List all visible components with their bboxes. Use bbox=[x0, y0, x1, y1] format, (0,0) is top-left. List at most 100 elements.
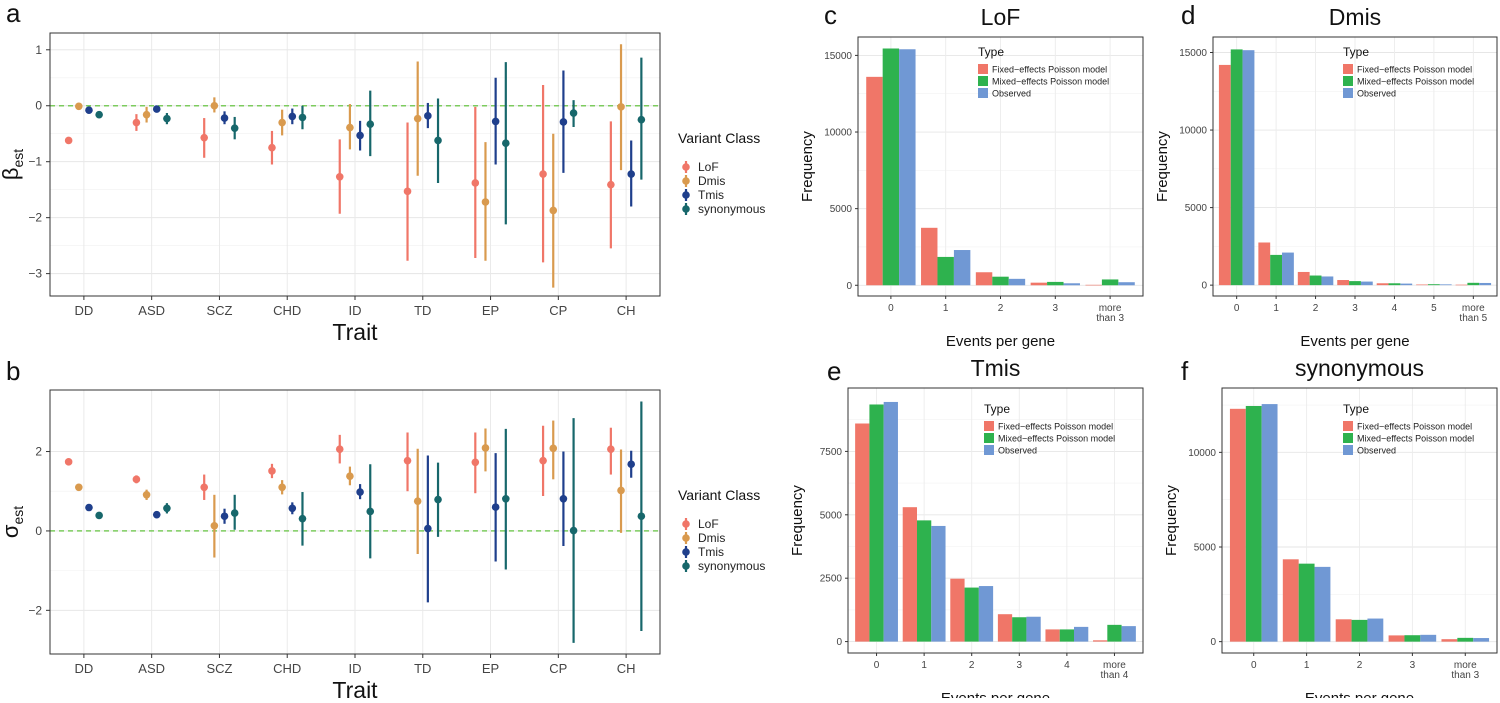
point-tmis-cp bbox=[559, 118, 568, 126]
y-tick-label: 0 bbox=[836, 637, 842, 648]
x-tick-label-line: 4 bbox=[1392, 303, 1398, 314]
legend-label-fixed-effects-poisson-model: Fixed−effects Poisson model bbox=[998, 422, 1113, 432]
x-axis-title: Trait bbox=[332, 677, 378, 698]
x-tick-label-4: 4 bbox=[1392, 303, 1398, 314]
y-tick-label: 1 bbox=[35, 43, 42, 57]
bar-observed-0 bbox=[1261, 404, 1278, 642]
legend-key-synonymous bbox=[682, 205, 690, 213]
x-tick-label-0: 0 bbox=[1251, 660, 1257, 671]
x-tick-label-line: more bbox=[1099, 303, 1122, 314]
bar-fixed-effects-poisson-model-3 bbox=[1388, 635, 1405, 642]
bar-observed-4 bbox=[1074, 626, 1089, 642]
legend-label-synonymous: synonymous bbox=[698, 202, 765, 216]
bar-observed-2 bbox=[1008, 278, 1026, 286]
x-tick-label-line: than 4 bbox=[1101, 670, 1129, 681]
x-tick-label-dd: DD bbox=[74, 661, 93, 676]
point-synonymous-cp bbox=[569, 109, 578, 117]
point-lof-scz bbox=[200, 133, 208, 142]
bar-observed-3 bbox=[1420, 634, 1437, 642]
legend-label-mixed-effects-poisson-model: Mixed−effects Poisson model bbox=[1357, 434, 1474, 444]
x-tick-label-0: 0 bbox=[874, 660, 880, 671]
x-tick-label-line: 1 bbox=[921, 660, 927, 671]
bar-fixed-effects-poisson-model-2 bbox=[1297, 271, 1310, 286]
x-tick-label-line: more bbox=[1103, 660, 1126, 671]
x-tick-label-line: 1 bbox=[1273, 303, 1279, 314]
legend-title: Type bbox=[978, 45, 1004, 59]
y-axis-title-main: β bbox=[0, 168, 23, 181]
x-tick-label-line: 2 bbox=[998, 303, 1004, 314]
bar-observed-more-than-3 bbox=[1118, 282, 1135, 286]
panel-label: a bbox=[6, 0, 21, 28]
point-synonymous-ep bbox=[502, 139, 510, 148]
panel-b: b −2 0 2 DD ASD SCZ CHD ID TD EP CP CH Trait σest Varia… bbox=[0, 356, 765, 703]
legend-label-mixed-effects-poisson-model: Mixed−effects Poisson model bbox=[992, 77, 1109, 87]
x-tick-label-3: 3 bbox=[1053, 303, 1059, 314]
point-tmis-ep bbox=[491, 117, 500, 126]
x-tick-label-ep: EP bbox=[482, 661, 499, 676]
point-dmis-ep bbox=[481, 444, 490, 452]
y-tick-label: 10000 bbox=[824, 128, 852, 139]
bar-mixed-effects-poisson-model-2 bbox=[964, 587, 979, 642]
x-tick-label-chd: CHD bbox=[273, 661, 301, 676]
x-tick-label-line: 1 bbox=[943, 303, 949, 314]
point-lof-cp bbox=[539, 456, 547, 465]
bar-fixed-effects-poisson-model-5 bbox=[1416, 284, 1428, 286]
point-dmis-scz bbox=[210, 521, 219, 530]
point-lof-chd bbox=[268, 467, 276, 475]
point-lof-ch bbox=[607, 180, 615, 189]
bar-fixed-effects-poisson-model-1 bbox=[1282, 559, 1299, 642]
x-tick-label-chd: CHD bbox=[273, 303, 301, 318]
bar-observed-5 bbox=[1439, 284, 1452, 286]
panel-label: e bbox=[827, 356, 841, 386]
legend-key-observed bbox=[1343, 445, 1353, 455]
legend-key-synonymous bbox=[682, 562, 690, 570]
point-lof-ep bbox=[471, 179, 480, 187]
point-lof-td bbox=[403, 187, 412, 196]
chart-title: Dmis bbox=[1329, 4, 1381, 30]
x-tick-label-more-than-5: more than 5 bbox=[1459, 303, 1487, 324]
point-tmis-ch bbox=[627, 460, 635, 469]
legend-title: Type bbox=[1343, 45, 1369, 59]
point-dmis-chd bbox=[278, 483, 286, 492]
y-axis-title-sub: est bbox=[10, 149, 26, 168]
x-tick-label-line: than 5 bbox=[1459, 313, 1487, 324]
point-dmis-id bbox=[346, 123, 354, 132]
legend: Type Fixed−effects Poisson model Mixed−eff… bbox=[1343, 45, 1474, 99]
point-tmis-asd bbox=[152, 510, 161, 519]
bar-observed-0 bbox=[883, 401, 898, 642]
point-lof-dd bbox=[64, 458, 73, 466]
legend-label-mixed-effects-poisson-model: Mixed−effects Poisson model bbox=[1357, 77, 1474, 87]
point-lof-cp bbox=[539, 170, 547, 178]
x-axis-title: Events per gene bbox=[941, 690, 1050, 698]
bar-mixed-effects-poisson-model-more-than-3 bbox=[1457, 637, 1474, 642]
bar-observed-2 bbox=[1367, 618, 1384, 642]
point-dmis-ep bbox=[481, 198, 490, 206]
legend-title: Type bbox=[1343, 402, 1369, 416]
x-axis-title: Events per gene bbox=[946, 333, 1055, 350]
x-tick-label-more-than-4: more than 4 bbox=[1101, 660, 1129, 681]
legend-label-observed: Observed bbox=[992, 89, 1031, 99]
bar-fixed-effects-poisson-model-2 bbox=[975, 272, 993, 286]
bar-observed-0 bbox=[899, 49, 916, 286]
bar-mixed-effects-poisson-model-more-than-5 bbox=[1467, 282, 1480, 286]
x-tick-label-ch: CH bbox=[617, 661, 636, 676]
y-tick-label: −3 bbox=[28, 267, 42, 281]
x-tick-label-0: 0 bbox=[1234, 303, 1240, 314]
x-tick-label-line: 1 bbox=[1304, 660, 1310, 671]
point-dmis-dd bbox=[75, 483, 83, 492]
legend-label-lof: LoF bbox=[698, 517, 719, 531]
point-dmis-ch bbox=[617, 103, 625, 111]
y-tick-label: 5000 bbox=[830, 204, 853, 215]
bar-fixed-effects-poisson-model-0 bbox=[1229, 408, 1246, 642]
y-axis-title: Frequency bbox=[1154, 131, 1171, 202]
legend-label-mixed-effects-poisson-model: Mixed−effects Poisson model bbox=[998, 434, 1115, 444]
bar-mixed-effects-poisson-model-2 bbox=[992, 276, 1009, 286]
bar-observed-4 bbox=[1400, 283, 1413, 286]
x-tick-label-asd: ASD bbox=[138, 303, 165, 318]
point-lof-asd bbox=[132, 118, 141, 127]
legend-title: Type bbox=[984, 402, 1010, 416]
panel-d: d Dmis 0 5000 10000 15000 0 1 2 3 4 5 more than 5 Even… bbox=[1154, 0, 1498, 350]
bar-observed-3 bbox=[1063, 283, 1080, 286]
point-tmis-id bbox=[356, 488, 364, 496]
